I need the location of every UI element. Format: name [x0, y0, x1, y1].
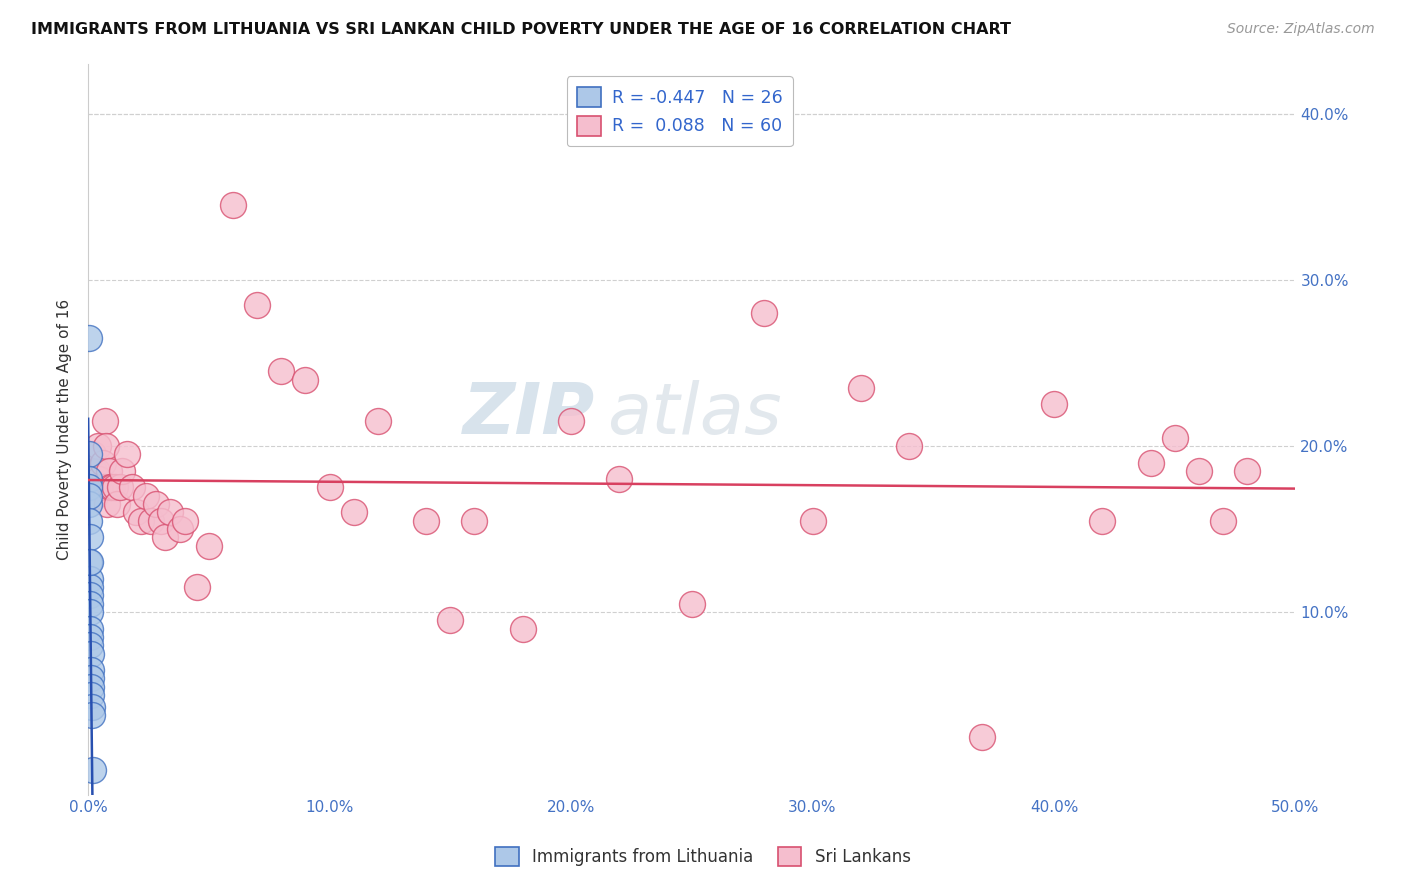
Point	[79, 572, 101, 586]
Point	[79, 514, 101, 528]
Point	[79, 638, 101, 652]
Point	[86, 464, 108, 478]
Point	[96, 497, 118, 511]
Point	[108, 481, 131, 495]
Point	[198, 539, 221, 553]
Point	[173, 514, 195, 528]
Point	[79, 605, 101, 619]
Text: atlas: atlas	[607, 380, 782, 450]
Point	[89, 481, 111, 495]
Point	[849, 381, 872, 395]
Point	[155, 530, 177, 544]
Point	[169, 522, 191, 536]
Point	[79, 555, 101, 569]
Point	[1236, 464, 1258, 478]
Point	[125, 505, 148, 519]
Point	[79, 589, 101, 603]
Text: IMMIGRANTS FROM LITHUANIA VS SRI LANKAN CHILD POVERTY UNDER THE AGE OF 16 CORREL: IMMIGRANTS FROM LITHUANIA VS SRI LANKAN …	[31, 22, 1011, 37]
Point	[145, 497, 167, 511]
Point	[1212, 514, 1234, 528]
Point	[1091, 514, 1114, 528]
Point	[79, 622, 101, 636]
Point	[77, 472, 100, 486]
Point	[115, 447, 138, 461]
Point	[80, 680, 103, 694]
Point	[246, 298, 269, 312]
Point	[1139, 456, 1161, 470]
Point	[79, 597, 101, 611]
Point	[77, 447, 100, 461]
Text: ZIP: ZIP	[463, 380, 595, 450]
Legend: R = -0.447   N = 26, R =  0.088   N = 60: R = -0.447 N = 26, R = 0.088 N = 60	[567, 77, 793, 146]
Point	[159, 505, 181, 519]
Point	[80, 688, 103, 702]
Point	[149, 514, 172, 528]
Point	[80, 699, 103, 714]
Point	[77, 481, 100, 495]
Point	[79, 630, 101, 644]
Point	[77, 331, 100, 345]
Point	[94, 414, 117, 428]
Point	[318, 481, 340, 495]
Point	[121, 481, 143, 495]
Point	[82, 447, 104, 461]
Point	[135, 489, 157, 503]
Point	[512, 622, 534, 636]
Point	[79, 663, 101, 677]
Point	[79, 555, 101, 569]
Point	[898, 439, 921, 453]
Point	[754, 306, 776, 320]
Point	[463, 514, 485, 528]
Point	[97, 464, 120, 478]
Point	[129, 514, 152, 528]
Point	[609, 472, 631, 486]
Legend: Immigrants from Lithuania, Sri Lankans: Immigrants from Lithuania, Sri Lankans	[488, 840, 918, 873]
Point	[80, 672, 103, 686]
Point	[105, 497, 128, 511]
Point	[186, 580, 208, 594]
Point	[80, 481, 103, 495]
Y-axis label: Child Poverty Under the Age of 16: Child Poverty Under the Age of 16	[58, 299, 72, 560]
Point	[801, 514, 824, 528]
Point	[84, 489, 107, 503]
Point	[139, 514, 162, 528]
Point	[343, 505, 366, 519]
Point	[98, 481, 121, 495]
Point	[82, 763, 104, 777]
Point	[111, 464, 134, 478]
Point	[96, 439, 118, 453]
Point	[79, 530, 101, 544]
Point	[79, 647, 101, 661]
Point	[79, 489, 101, 503]
Point	[79, 580, 101, 594]
Point	[367, 414, 389, 428]
Point	[77, 497, 100, 511]
Point	[970, 730, 993, 744]
Point	[1164, 431, 1187, 445]
Point	[222, 198, 245, 212]
Point	[681, 597, 703, 611]
Point	[83, 464, 105, 478]
Point	[439, 613, 461, 627]
Point	[560, 414, 582, 428]
Point	[294, 373, 316, 387]
Point	[1188, 464, 1211, 478]
Point	[87, 439, 110, 453]
Point	[101, 481, 124, 495]
Point	[91, 456, 114, 470]
Point	[87, 472, 110, 486]
Point	[270, 364, 292, 378]
Point	[93, 481, 115, 495]
Point	[104, 481, 127, 495]
Text: Source: ZipAtlas.com: Source: ZipAtlas.com	[1227, 22, 1375, 37]
Point	[1043, 397, 1066, 411]
Point	[80, 708, 103, 723]
Point	[415, 514, 437, 528]
